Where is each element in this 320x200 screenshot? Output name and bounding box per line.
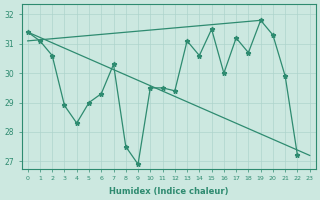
X-axis label: Humidex (Indice chaleur): Humidex (Indice chaleur) <box>109 187 228 196</box>
